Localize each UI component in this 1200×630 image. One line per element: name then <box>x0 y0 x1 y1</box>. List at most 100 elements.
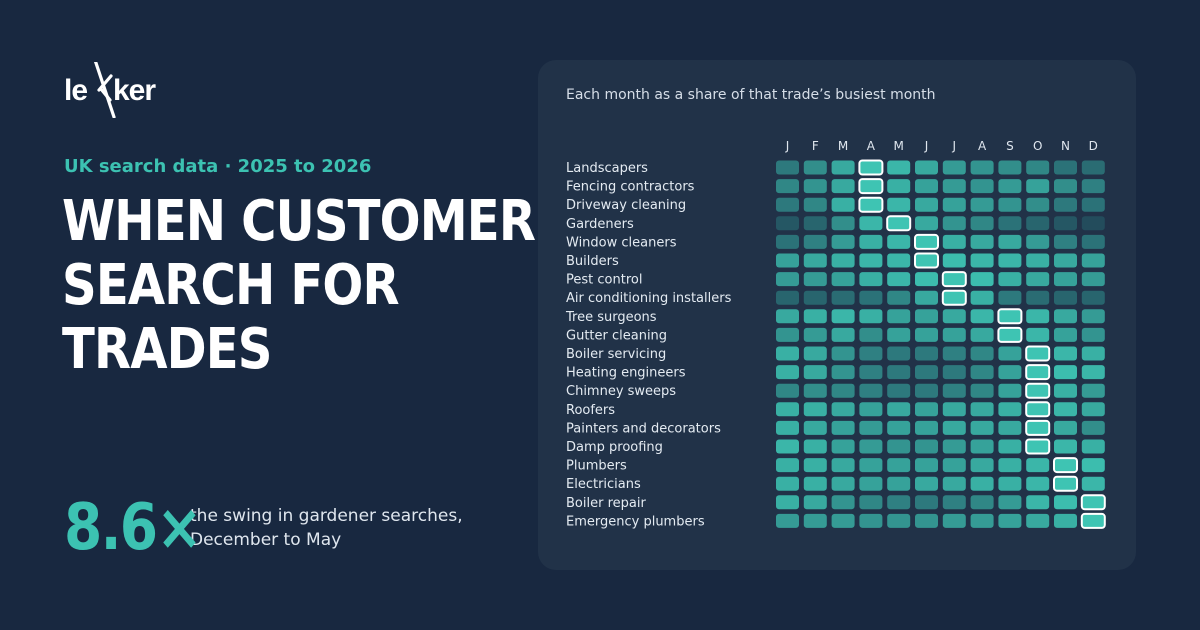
heatmap-cell <box>831 327 855 342</box>
heatmap-cell <box>1026 179 1050 194</box>
heatmap-cell <box>1081 234 1105 249</box>
heatmap-cell <box>776 327 799 342</box>
heatmap-cell <box>1026 272 1050 287</box>
headline: WHEN CUSTOMERS SEARCH FOR TRADES <box>62 190 570 382</box>
heatmap-cell <box>970 513 994 528</box>
row-label: Chimney sweeps <box>566 384 676 399</box>
heatmap-cell <box>859 346 883 361</box>
heatmap-cell <box>942 476 966 491</box>
heatmap-cell <box>859 309 883 324</box>
heatmap-cell <box>998 513 1022 528</box>
heatmap-cell <box>831 160 855 175</box>
heatmap-cell <box>942 420 966 435</box>
heatmap-cell <box>1026 290 1050 305</box>
month-label: M <box>894 139 904 153</box>
heatmap-cell <box>1081 309 1105 324</box>
heatmap-cell <box>776 476 799 491</box>
heatmap-cell <box>998 179 1022 194</box>
heatmap-cell <box>1081 365 1105 380</box>
heatmap-cell <box>1054 513 1077 528</box>
heatmap-cell <box>859 234 883 249</box>
heatmap-cell <box>942 179 966 194</box>
heatmap-cell <box>970 160 994 175</box>
heatmap-cell <box>831 234 855 249</box>
heatmap-cell <box>915 160 938 175</box>
peak-cell <box>858 178 884 195</box>
heatmap-cell <box>859 420 883 435</box>
heatmap-cell <box>942 383 966 398</box>
month-label: M <box>838 139 848 153</box>
heatmap-cell <box>887 458 911 473</box>
peak-cell <box>886 215 912 232</box>
heatmap-cell <box>776 402 799 417</box>
heatmap-cell <box>1081 439 1105 454</box>
heatmap-cell <box>887 253 911 268</box>
peak-cell <box>1025 401 1051 418</box>
heatmap-cell <box>970 383 994 398</box>
heatmap-cell <box>942 513 966 528</box>
heatmap-cell <box>831 420 855 435</box>
heatmap-cell <box>998 216 1022 231</box>
month-label: A <box>978 139 987 153</box>
kicker: UK search data · 2025 to 2026 <box>64 156 372 177</box>
heatmap-cell <box>998 383 1022 398</box>
heatmap-cell <box>970 327 994 342</box>
heatmap-cell <box>831 513 855 528</box>
heatmap-cell <box>915 365 938 380</box>
heatmap-cell <box>1081 346 1105 361</box>
heatmap-cell <box>803 476 827 491</box>
heatmap-cell <box>942 365 966 380</box>
peak-cell <box>997 326 1023 343</box>
heatmap-cell <box>1054 346 1077 361</box>
heatmap-cell <box>942 197 966 212</box>
heatmap-cell <box>859 476 883 491</box>
heatmap-cell <box>859 513 883 528</box>
heatmap-cell <box>1054 290 1077 305</box>
row-label: Roofers <box>566 403 615 418</box>
heatmap-cell <box>803 290 827 305</box>
month-label: J <box>952 139 957 153</box>
heatmap-cell <box>942 327 966 342</box>
heatmap-cell <box>1026 327 1050 342</box>
heatmap-cell <box>970 272 994 287</box>
peak-cell <box>941 271 967 288</box>
heatmap-cell <box>970 253 994 268</box>
heatmap-cell <box>831 346 855 361</box>
heatmap-cell <box>887 234 911 249</box>
chart-title: Each month as a share of that trade’s bu… <box>566 87 936 103</box>
heatmap-cell <box>942 346 966 361</box>
heatmap-cell <box>831 495 855 510</box>
heatmap-cell <box>915 513 938 528</box>
heatmap-cell <box>776 439 799 454</box>
heatmap-cell <box>1054 234 1077 249</box>
heatmap-cell <box>1054 365 1077 380</box>
row-label: Emergency plumbers <box>566 514 705 529</box>
heatmap-cell <box>998 495 1022 510</box>
heatmap-cell <box>831 272 855 287</box>
peak-cell <box>1025 419 1051 436</box>
heatmap-cell <box>776 346 799 361</box>
heatmap-cell <box>776 179 799 194</box>
row-label: Painters and decorators <box>566 421 721 436</box>
heatmap-cell <box>859 383 883 398</box>
peak-cell <box>914 252 939 269</box>
heatmap-cell <box>970 216 994 231</box>
month-label: F <box>812 139 819 153</box>
svg-text:ker: ker <box>113 74 156 107</box>
row-label: Damp proofing <box>566 440 663 455</box>
heatmap-cell <box>998 420 1022 435</box>
heatmap-cell <box>776 309 799 324</box>
heatmap-cell <box>998 402 1022 417</box>
heatmap-cell <box>915 327 938 342</box>
heatmap-cell <box>915 439 938 454</box>
heatmap-cell <box>970 495 994 510</box>
heatmap-cell <box>1054 327 1077 342</box>
row-label: Pest control <box>566 273 642 288</box>
month-label: S <box>1006 139 1014 153</box>
heatmap-chart: J F M A M J J A S O N D Landscapers Fencing contracto… <box>565 139 1106 529</box>
heatmap-cell <box>831 309 855 324</box>
heatmap-cell <box>831 216 855 231</box>
heatmap-cell <box>915 346 938 361</box>
heatmap-cell <box>998 458 1022 473</box>
heatmap-cell <box>887 290 911 305</box>
